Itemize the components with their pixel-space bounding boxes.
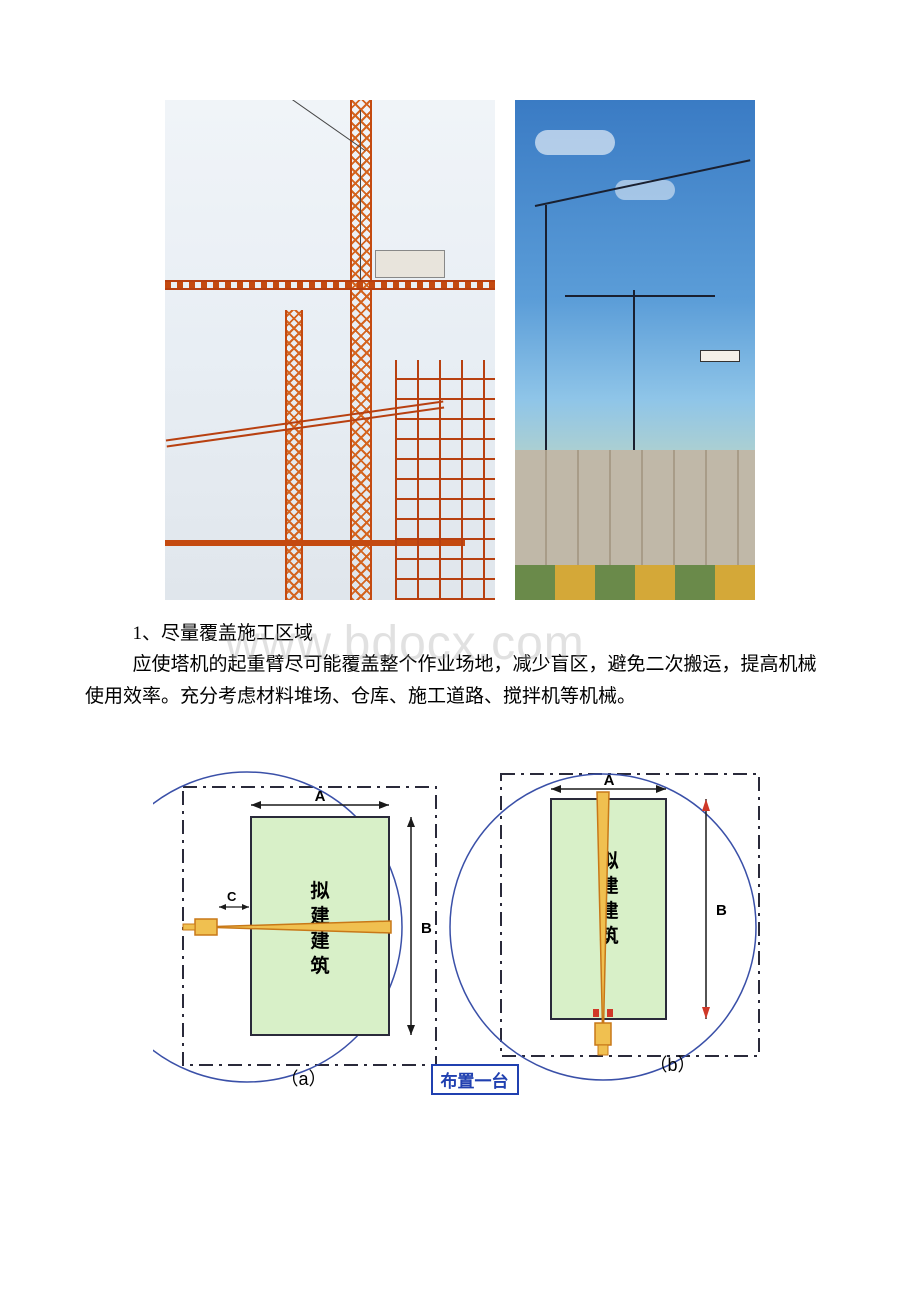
diagram-caption: 布置一台 <box>431 1064 519 1095</box>
subplot-b-label: （b） <box>649 1051 695 1077</box>
svg-text:A: A <box>603 772 614 789</box>
crane-photo-left <box>165 100 495 600</box>
svg-text:B: B <box>716 902 727 919</box>
subplot-a: 拟 建 建 筑 A B <box>153 772 436 1082</box>
crane-photo-right <box>515 100 755 600</box>
svg-text:B: B <box>421 920 432 937</box>
layout-diagram: 拟 建 建 筑 A B <box>153 767 768 1097</box>
section-paragraph: 应使塔机的起重臂尽可能覆盖整个作业场地，减少盲区，避免二次搬运，提高机械使用效率… <box>85 649 835 712</box>
svg-text:C: C <box>227 889 237 904</box>
subplot-a-label: （a） <box>281 1065 327 1091</box>
page-content: 1、尽量覆盖施工区域 应使塔机的起重臂尽可能覆盖整个作业场地，减少盲区，避免二次… <box>0 0 920 1097</box>
section-heading: 1、尽量覆盖施工区域 <box>85 618 835 649</box>
subplot-b: 拟 建 建 筑 A <box>450 772 759 1080</box>
diagram-container: 拟 建 建 筑 A B <box>85 767 835 1097</box>
svg-text:筑: 筑 <box>310 954 329 977</box>
text-block: 1、尽量覆盖施工区域 应使塔机的起重臂尽可能覆盖整个作业场地，减少盲区，避免二次… <box>85 618 835 712</box>
svg-text:A: A <box>314 788 325 805</box>
photo-row <box>85 100 835 600</box>
svg-text:拟: 拟 <box>310 880 329 902</box>
svg-text:建: 建 <box>310 929 329 952</box>
